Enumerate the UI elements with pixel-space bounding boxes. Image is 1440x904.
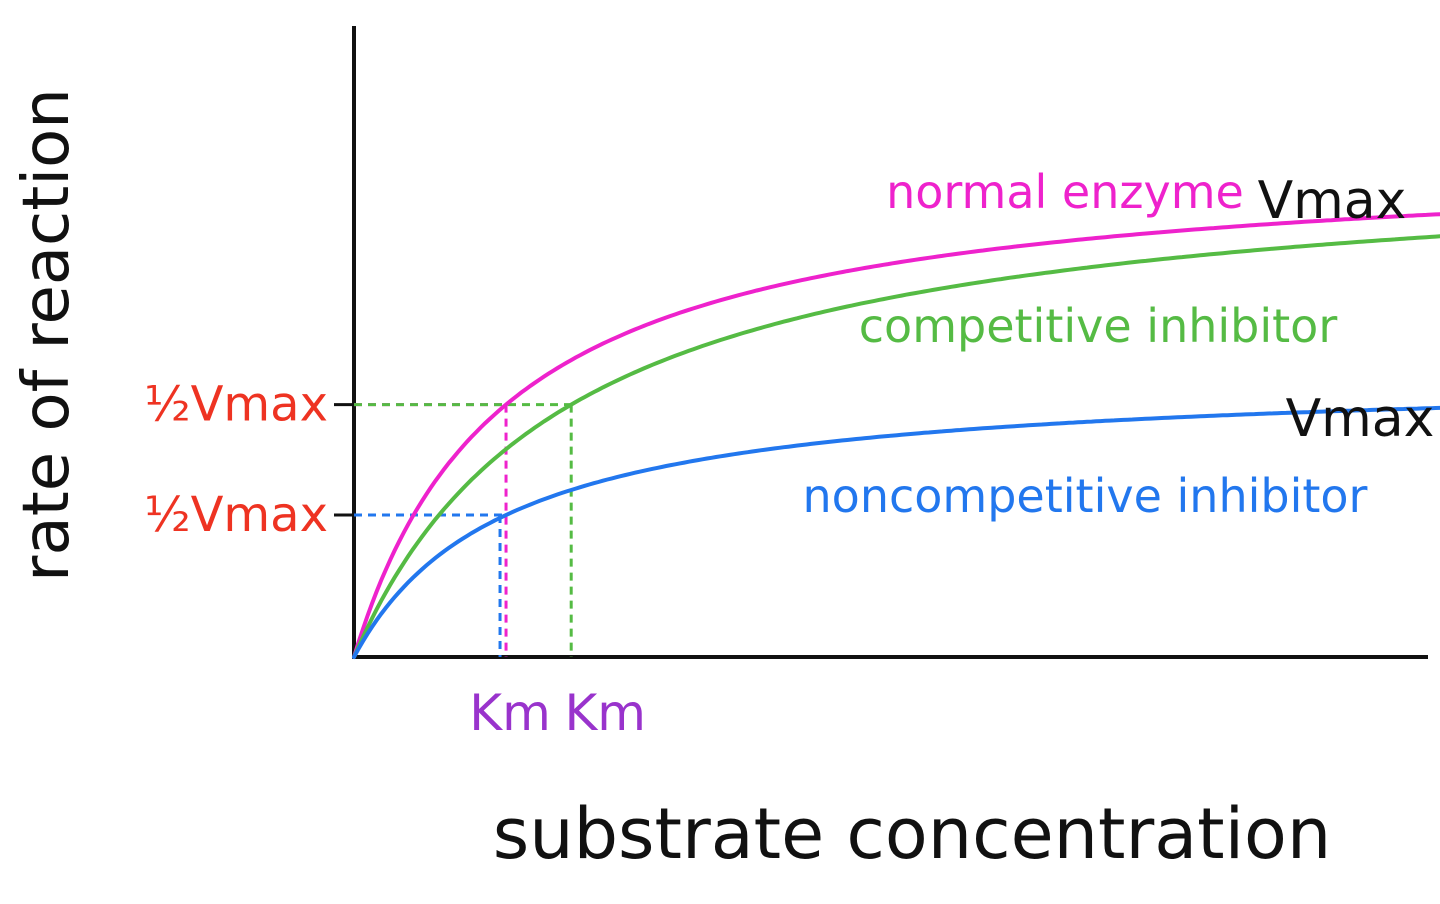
y-axis-label: rate of reaction	[10, 88, 84, 582]
series-label-1: normal enzyme	[886, 165, 1244, 219]
vmax-label-3: Vmax	[1286, 389, 1435, 449]
curves	[352, 212, 1440, 659]
series-label-2: competitive inhibitor	[859, 299, 1338, 353]
half-vmax-label-2: ½Vmax	[144, 487, 328, 543]
labels: normal enzyme competitive inhibitor noncom…	[144, 165, 1434, 742]
series-line-1	[352, 212, 1440, 659]
series-line-3	[352, 405, 1440, 659]
km-label-1: Km	[469, 684, 551, 742]
series-line-2	[352, 234, 1440, 659]
x-axis-label: substrate concentration	[493, 793, 1331, 875]
km-label-2: Km	[564, 684, 646, 742]
half-vmax-label-1: ½Vmax	[144, 377, 328, 433]
series-label-3: noncompetitive inhibitor	[803, 469, 1368, 523]
vmax-label-1: Vmax	[1258, 171, 1407, 231]
